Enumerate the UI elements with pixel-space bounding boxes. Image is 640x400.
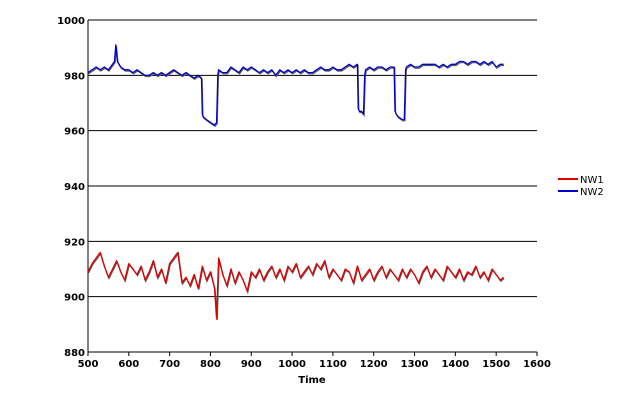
x-tick-label: 500 (78, 359, 99, 370)
series-shadow-nw2 (88, 46, 505, 128)
x-tick-label: 1100 (319, 359, 347, 370)
x-tick-labels: 500 600 700 800 900 1000 1100 1200 1300 1400 1500 1… (78, 359, 551, 370)
y-tick-labels: 880 900 920 940 960 980 1000 (57, 16, 85, 359)
y-tick-label: 900 (64, 293, 85, 304)
x-tick-label: 900 (241, 359, 262, 370)
x-tick-label: 700 (159, 359, 180, 370)
y-tick-label: 980 (64, 71, 85, 82)
y-tick-label: 920 (64, 237, 85, 248)
x-axis-title: Time (298, 375, 326, 386)
series-shadow-nw1 (88, 252, 505, 321)
x-tick-label: 1500 (482, 359, 510, 370)
y-tick-label: 940 (64, 182, 85, 193)
y-tick-label: 1000 (57, 16, 85, 27)
x-tick-label: 1300 (401, 359, 429, 370)
x-tick-label: 800 (200, 359, 221, 370)
axes (87, 20, 538, 356)
legend-label-nw1: NW1 (580, 175, 604, 186)
legend-label-nw2: NW2 (580, 187, 604, 198)
x-tick-label: 600 (118, 359, 139, 370)
x-tick-label: 1200 (360, 359, 388, 370)
series-lines (87, 44, 505, 321)
grid-lines (88, 19, 537, 353)
series-line-nw1 (87, 251, 504, 320)
y-tick-label: 960 (64, 127, 85, 138)
y-tick-label: 880 (64, 348, 85, 359)
x-tick-label: 1400 (441, 359, 469, 370)
series-line-nw2 (87, 44, 504, 126)
x-tick-label: 1000 (278, 359, 306, 370)
x-tick-label: 1600 (523, 359, 551, 370)
